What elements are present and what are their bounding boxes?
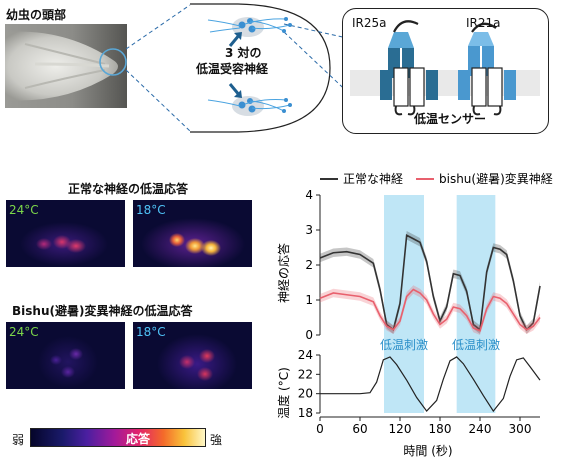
legend-mutant: bishu(避暑)変異神経 (439, 171, 553, 186)
time-xlabel: 時間 (秒) (403, 444, 452, 458)
neuron-count-label: 3 対の (225, 46, 262, 60)
temperature-series (320, 356, 541, 413)
stim-label-1: 低温刺激 (380, 338, 428, 352)
stim-label-2: 低温刺激 (452, 338, 500, 352)
arrow-up-icon (228, 32, 242, 47)
temperature-ylabel: 温度 (°C) (276, 367, 291, 419)
scale-strong-label: 強 (210, 433, 223, 447)
arrow-down-icon (228, 83, 242, 98)
schematic-connectors (125, 3, 357, 133)
time-x-tick-label: 60 (352, 422, 367, 436)
temp-cold-label-2: 18°C (136, 325, 166, 339)
scale-response-label: 応答 (125, 432, 150, 446)
stimulus-bands (384, 195, 496, 413)
membrane-diagram (350, 20, 540, 116)
response-ylabel: 神経の応答 (276, 243, 291, 303)
legend: 正常な神経 bishu(避暑)変異神経 (320, 171, 553, 186)
time-x-tick-label: 240 (469, 422, 492, 436)
receptor-ir21a (458, 22, 516, 116)
mutant-response-title: Bishu(避暑)変異神経の低温応答 (12, 304, 193, 318)
larva-head-photo (5, 24, 127, 108)
response-y-tick-label: 3 (305, 223, 313, 237)
neuron-diagram (207, 17, 292, 116)
temperature-y-tick-label: 18 (298, 406, 313, 420)
upper-ganglion (207, 17, 292, 37)
temperature-line (320, 356, 541, 413)
response-band-2 (320, 285, 540, 335)
temperature-y-tick-label: 22 (298, 367, 313, 381)
temp-warm-label-2: 24°C (9, 325, 39, 339)
temperature-y-tick-label: 20 (298, 387, 313, 401)
time-x-tick-label: 300 (509, 422, 532, 436)
time-x-tick-label: 0 (316, 422, 324, 436)
response-axes: 0 1 2 3 4 (305, 188, 321, 342)
lower-ganglion (207, 96, 292, 116)
normal-response-title: 正常な神経の低温応答 (68, 182, 189, 196)
receptor-ir25a (380, 20, 438, 116)
temp-warm-label: 24°C (9, 203, 39, 217)
response-y-tick-label: 2 (305, 258, 313, 272)
head-label: 幼虫の頭部 (6, 8, 67, 22)
colorbar (30, 428, 206, 447)
time-x-tick-label: 120 (389, 422, 412, 436)
thermal-normal-warm: 24°C (6, 200, 125, 267)
thermal-mutant-cold: 18°C (133, 322, 252, 389)
response-line-1 (319, 233, 541, 332)
temperature-y-tick-label: 24 (298, 348, 313, 362)
receptor-ir21a-label: IR21a (466, 16, 501, 30)
time-x-tick-label: 180 (429, 422, 452, 436)
legend-normal: 正常な神経 (343, 172, 403, 186)
neuron-label: 低温受容神経 (196, 62, 269, 76)
thermal-normal-cold: 18°C (133, 200, 252, 267)
response-y-tick-label: 0 (305, 328, 313, 342)
sensor-label: 低温センサー (414, 112, 487, 126)
response-y-tick-label: 4 (305, 188, 313, 202)
receptor-ir25a-label: IR25a (352, 16, 387, 30)
temp-cold-label: 18°C (136, 203, 166, 217)
scale-weak-label: 弱 (12, 433, 25, 447)
response-series (319, 231, 541, 335)
response-y-tick-label: 1 (305, 293, 313, 307)
thermal-mutant-warm: 24°C (6, 322, 125, 389)
response-line-2 (319, 288, 541, 332)
